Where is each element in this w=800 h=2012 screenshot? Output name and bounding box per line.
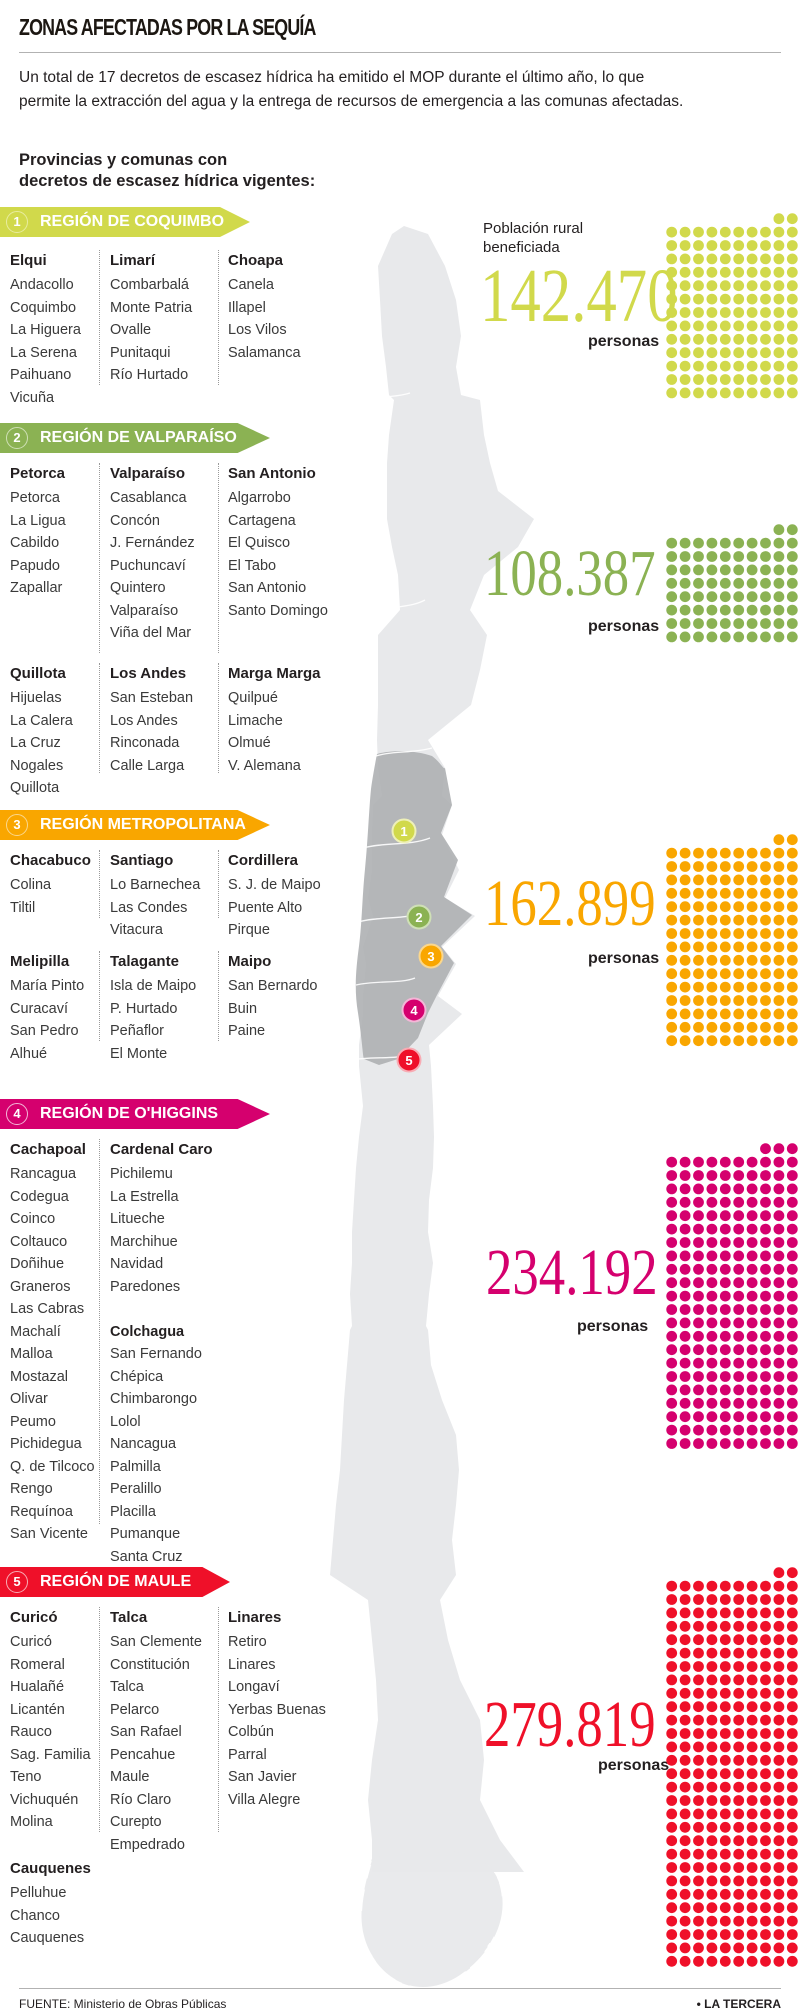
svg-text:5: 5 — [405, 1053, 412, 1068]
svg-text:3: 3 — [427, 949, 434, 964]
svg-text:2: 2 — [415, 910, 422, 925]
svg-text:4: 4 — [410, 1003, 418, 1018]
svg-text:1: 1 — [400, 824, 407, 839]
